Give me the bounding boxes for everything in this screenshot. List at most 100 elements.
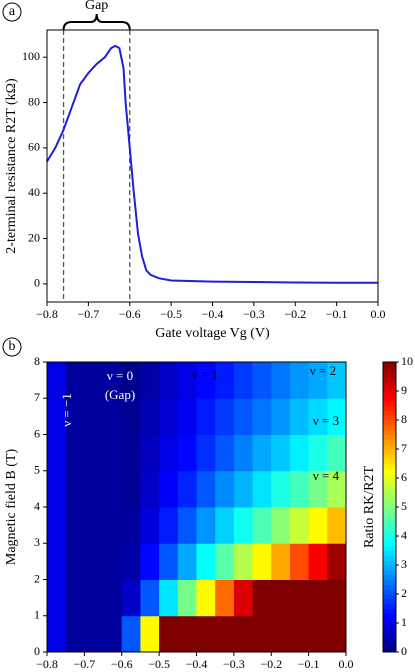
heatmap-cell xyxy=(47,434,67,472)
heatmap-cell xyxy=(196,470,216,508)
colorbar-segment xyxy=(383,594,396,600)
heatmap-cell xyxy=(327,398,347,435)
colorbar-segment xyxy=(383,429,396,435)
heatmap-cell xyxy=(103,615,123,653)
heatmap-cell xyxy=(289,398,310,435)
colorbar-segment xyxy=(383,584,396,590)
colorbar-segment xyxy=(383,410,396,416)
heatmap-cell xyxy=(121,398,141,435)
y-tick-label: 1 xyxy=(34,608,40,622)
heatmap-cell xyxy=(215,579,235,617)
heatmap-cell xyxy=(289,615,310,653)
heatmap-cell xyxy=(140,543,160,580)
colorbar-tick-label: 1 xyxy=(401,615,407,629)
heatmap-cell xyxy=(252,615,272,653)
heatmap-cell xyxy=(252,434,272,472)
heatmap-cell xyxy=(84,398,104,435)
heatmap-cell xyxy=(289,543,310,580)
heatmap-cell xyxy=(271,434,291,472)
x-tick-label: −0.5 xyxy=(148,657,170,671)
colorbar-tick-label: 6 xyxy=(401,470,407,484)
colorbar-segment xyxy=(383,444,396,450)
heatmap-cell xyxy=(271,615,291,653)
heatmap-cell xyxy=(65,579,85,617)
heatmap-cell xyxy=(215,507,235,544)
y-tick-label: 40 xyxy=(28,185,40,199)
heatmap-cell xyxy=(233,434,254,472)
colorbar-segment xyxy=(383,569,396,576)
colorbar-segment xyxy=(383,381,396,387)
colorbar-segment xyxy=(383,439,396,445)
colorbar-segment xyxy=(383,579,396,585)
annotation: (Gap) xyxy=(105,387,135,402)
heatmap-cell xyxy=(103,507,123,544)
x-tick-label: −0.3 xyxy=(243,307,265,321)
heatmap-cell xyxy=(159,543,179,580)
heatmap-cell xyxy=(65,543,85,580)
colorbar-segment xyxy=(383,531,396,537)
heatmap-cell xyxy=(308,615,328,653)
colorbar-segment xyxy=(383,560,396,566)
heatmap-cell xyxy=(196,579,216,617)
heatmap-cell xyxy=(47,543,67,580)
colorbar-segment xyxy=(383,366,396,373)
colorbar-segment xyxy=(383,647,396,653)
heatmap-cell xyxy=(121,362,141,399)
heatmap-cell xyxy=(121,470,141,508)
heatmap-cell xyxy=(308,543,328,580)
heatmap-cell xyxy=(47,398,67,435)
heatmap-cell xyxy=(196,507,216,544)
heatmap-cell xyxy=(252,579,272,617)
colorbar-segment xyxy=(383,545,396,551)
x-tick-label: −0.6 xyxy=(111,657,133,671)
heatmap-cell xyxy=(103,434,123,472)
heatmap-cell xyxy=(84,615,104,653)
colorbar-segment xyxy=(383,632,396,638)
colorbar-segment xyxy=(383,608,396,614)
colorbar-segment xyxy=(383,376,396,382)
x-tick-label: −0.2 xyxy=(260,657,282,671)
heatmap-cell xyxy=(159,507,179,544)
heatmap-cell xyxy=(327,579,347,617)
colorbar-segment xyxy=(383,623,396,629)
y-tick-label: 80 xyxy=(28,94,40,108)
heatmap-cell xyxy=(271,543,291,580)
heatmap-cell xyxy=(65,615,85,653)
x-tick-label: −0.7 xyxy=(73,657,95,671)
y-tick-label: 0 xyxy=(34,276,40,290)
colorbar-segment xyxy=(383,405,396,411)
heatmap-cell xyxy=(271,362,291,399)
heatmap-cell xyxy=(140,398,160,435)
heatmap-cell xyxy=(308,362,328,399)
colorbar-segment xyxy=(383,473,396,479)
y-tick-label: 2 xyxy=(34,571,40,585)
heatmap-cell xyxy=(252,543,272,580)
colorbar-segment xyxy=(383,492,396,498)
heatmap-cell xyxy=(65,398,85,435)
gap-label: Gap xyxy=(85,0,108,13)
colorbar-segment xyxy=(383,434,396,440)
panel-label: a xyxy=(9,4,16,19)
colorbar-segment xyxy=(383,589,396,595)
heatmap-cell xyxy=(103,579,123,617)
heatmap-cell xyxy=(47,579,67,617)
y-tick-label: 6 xyxy=(34,426,40,440)
colorbar-segment xyxy=(383,603,396,609)
heatmap-cell xyxy=(159,615,179,653)
heatmap-cell xyxy=(233,579,254,617)
heatmap-cell xyxy=(121,615,141,653)
heatmap-cell xyxy=(47,362,67,399)
plot-frame xyxy=(46,29,379,303)
y-tick-label: 20 xyxy=(28,230,40,244)
heatmap-cell xyxy=(177,615,197,653)
y-tick-label: 3 xyxy=(34,535,40,549)
colorbar-segment xyxy=(383,482,396,489)
panel-label: b xyxy=(9,339,16,354)
y-tick-label: 0 xyxy=(34,644,40,658)
y-tick-label: 100 xyxy=(22,49,40,63)
colorbar-segment xyxy=(383,540,396,547)
colorbar-tick-label: 0 xyxy=(401,644,407,658)
heatmap-cell xyxy=(140,615,160,653)
colorbar-segment xyxy=(383,526,396,532)
heatmap-cell xyxy=(327,543,347,580)
